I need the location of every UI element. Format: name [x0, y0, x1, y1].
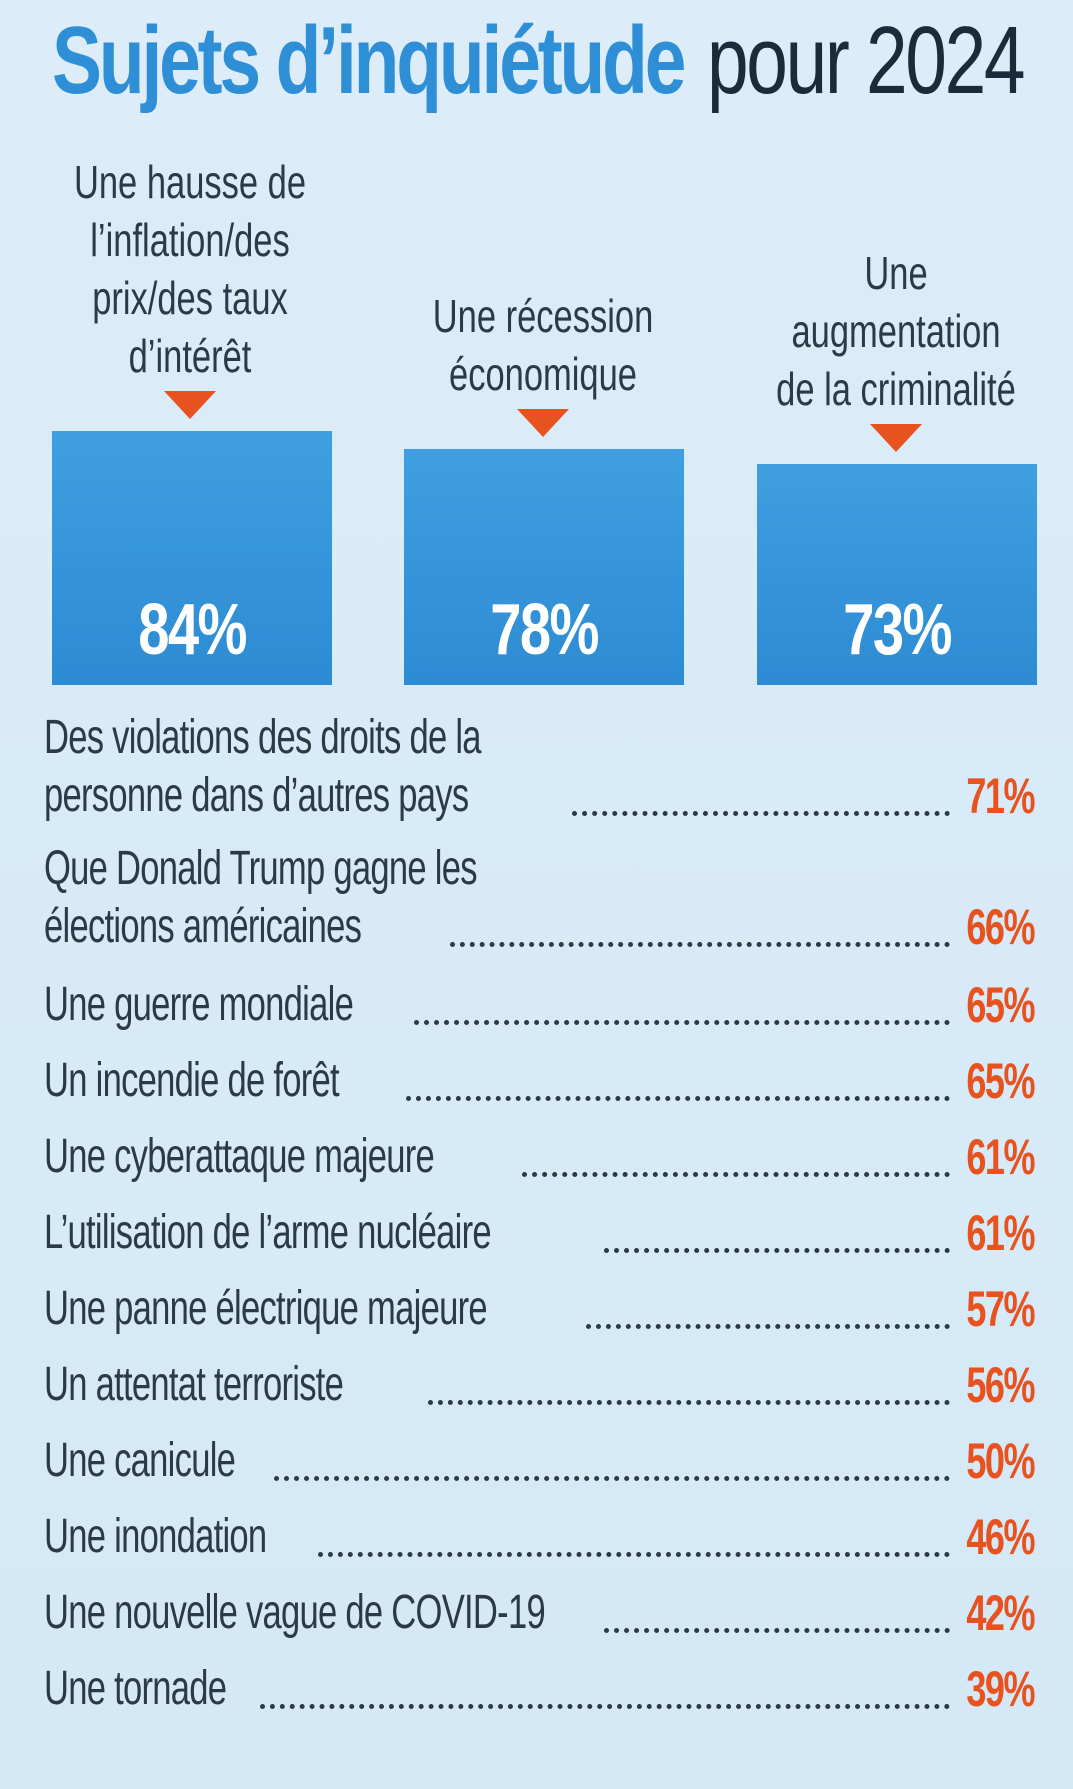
list-item-label: Que Donald Trump gagne les — [44, 842, 477, 895]
list-item-label: Une inondation — [44, 1510, 267, 1563]
list-item: Une panne électrique majeure 57% — [44, 1280, 1035, 1338]
top-bar-label-line: Une — [864, 247, 928, 299]
dot-leader — [450, 942, 950, 947]
list-item-label: Une guerre mondiale — [44, 978, 354, 1031]
down-arrow-icon — [870, 424, 922, 452]
dot-leader — [260, 1704, 950, 1709]
top-bar-chart: 84% Une hausse de l’inflation/des prix/des … — [0, 0, 1073, 700]
top-bar-value: 78% — [490, 590, 599, 670]
dot-leader — [406, 1096, 950, 1101]
list-item-label: Une cyberattaque majeure — [44, 1130, 435, 1183]
list-item: Une tornade 39% — [44, 1660, 1035, 1718]
down-arrow-icon — [164, 391, 216, 419]
top-bar-label-line: prix/des taux — [92, 272, 288, 324]
dot-leader — [604, 1248, 950, 1253]
down-arrow-icon — [517, 409, 569, 437]
list-item-value: 61% — [966, 1205, 1035, 1261]
list-item: Un incendie de forêt 65% — [44, 1052, 1035, 1110]
list-item-value: 39% — [966, 1661, 1035, 1717]
top-bar-2: 78% — [404, 449, 684, 685]
dot-leader — [572, 811, 950, 816]
top-bar-value: 84% — [138, 590, 247, 670]
list-item: Une canicule 50% — [44, 1432, 1035, 1490]
dot-leader — [318, 1552, 950, 1557]
list-item-value: 46% — [966, 1509, 1035, 1565]
list-item: Une guerre mondiale 65% — [44, 976, 1035, 1034]
dot-leader — [604, 1628, 950, 1633]
list-item-label: personne dans d’autres pays — [44, 769, 469, 822]
top-bar-label-line: Une récession — [432, 290, 654, 342]
dot-leader — [274, 1476, 950, 1481]
top-bar-value: 73% — [843, 590, 952, 670]
list-item-value: 65% — [966, 977, 1035, 1033]
list-item-label: Un incendie de forêt — [44, 1054, 340, 1107]
list-item-value: 71% — [966, 768, 1035, 824]
list-item: Une cyberattaque majeure 61% — [44, 1128, 1035, 1186]
list-item-label: Une tornade — [44, 1662, 227, 1715]
list-item-value: 66% — [966, 899, 1035, 955]
top-bar-label-line: l’inflation/des — [90, 214, 290, 266]
list-item-value: 57% — [966, 1281, 1035, 1337]
title-light: pour 2024 — [707, 7, 1026, 114]
list-item-label: L’utilisation de l’arme nucléaire — [44, 1206, 492, 1259]
top-bar-label-line: économique — [449, 348, 637, 400]
top-bar-label: Une hausse de l’inflation/des prix/des tau… — [55, 153, 325, 385]
list-item-value: 42% — [966, 1585, 1035, 1641]
top-bar-label-line: augmentation — [791, 305, 1001, 357]
list-item: Que Donald Trump gagne les élections amér… — [44, 840, 1035, 956]
top-bar-label-line: d’intérêt — [128, 330, 252, 382]
list-item-label: Une nouvelle vague de COVID-19 — [44, 1586, 546, 1639]
list-item-label: Des violations des droits de la — [44, 711, 482, 764]
dot-leader — [428, 1400, 950, 1405]
list-item-label: élections américaines — [44, 900, 362, 953]
top-bar-label-line: de la criminalité — [776, 363, 1016, 415]
list-item-value: 56% — [966, 1357, 1035, 1413]
page-title: Sujets d’inquiétude pour 2024 — [52, 6, 1052, 118]
list-item-value: 65% — [966, 1053, 1035, 1109]
top-bar-3: 73% — [757, 464, 1037, 685]
dot-leader — [522, 1172, 950, 1177]
top-bar-label: Une augmentation de la criminalité — [761, 244, 1031, 418]
list-item-value: 61% — [966, 1129, 1035, 1185]
list-item-label: Une canicule — [44, 1434, 236, 1487]
list-item-label: Un attentat terroriste — [44, 1358, 344, 1411]
list-item-value: 50% — [966, 1433, 1035, 1489]
list-item: Un attentat terroriste 56% — [44, 1356, 1035, 1414]
title-strong: Sujets d’inquiétude — [52, 7, 686, 114]
list-item: L’utilisation de l’arme nucléaire 61% — [44, 1204, 1035, 1262]
top-bar-1: 84% — [52, 431, 332, 685]
top-bar-label: Une récession économique — [408, 287, 678, 403]
list-item: Une nouvelle vague de COVID-19 42% — [44, 1584, 1035, 1642]
list-item-label: Une panne électrique majeure — [44, 1282, 488, 1335]
list-item: Une inondation 46% — [44, 1508, 1035, 1566]
list-item: Des violations des droits de la personne … — [44, 709, 1035, 825]
top-bar-label-line: Une hausse de — [73, 156, 307, 208]
dot-leader — [414, 1020, 950, 1025]
dot-leader — [586, 1324, 950, 1329]
